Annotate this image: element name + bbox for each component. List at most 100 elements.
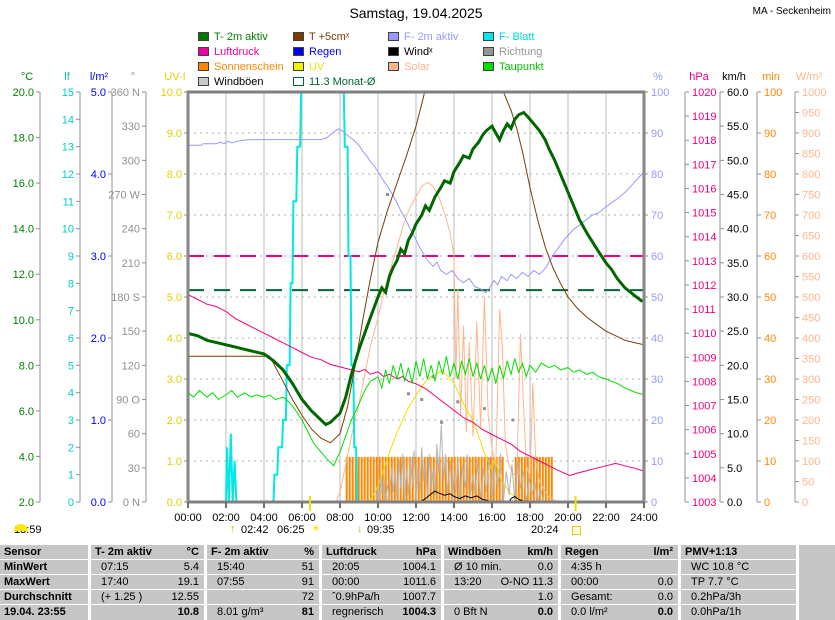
table-cell: 0.0	[657, 591, 673, 603]
table-cell: 0 Bft N	[454, 606, 488, 618]
table-row: 07:15 5.4	[91, 559, 204, 575]
svg-text:4: 4	[68, 388, 74, 400]
svg-text:360 N: 360 N	[111, 87, 140, 99]
svg-text:50: 50	[651, 292, 663, 304]
legend-swatch-t-2m-aktiv	[198, 32, 209, 41]
table-row: MaxWert	[0, 574, 88, 590]
svg-text:1010: 1010	[692, 328, 716, 340]
svg-text:50.0: 50.0	[727, 155, 748, 167]
table-row: Gesamt: 0.0	[561, 589, 678, 605]
svg-text:50: 50	[802, 477, 814, 489]
svg-text:7: 7	[68, 306, 74, 318]
svg-text:°: °	[131, 71, 135, 83]
svg-text:1011: 1011	[692, 304, 716, 316]
table-cell: 1.0	[537, 591, 553, 603]
svg-text:80: 80	[651, 169, 663, 181]
svg-text:70: 70	[651, 210, 663, 222]
svg-text:6.0: 6.0	[19, 406, 34, 418]
svg-text:14.0: 14.0	[13, 224, 34, 236]
svg-text:30.0: 30.0	[727, 292, 748, 304]
svg-text:10.0: 10.0	[13, 315, 34, 327]
legend-swatch-richtung	[483, 47, 494, 56]
table-col-sensor: Sensor MinWert MaxWert Durchschnitt 19.04. 2…	[0, 545, 88, 620]
svg-text:7.0: 7.0	[167, 210, 182, 222]
legend-label: Richtung	[499, 46, 543, 58]
table-cell: 0.0	[657, 576, 673, 588]
svg-text:5.0: 5.0	[91, 87, 106, 99]
table-cell: F- 2m aktiv	[211, 546, 269, 558]
table-cell: l/m²	[653, 546, 673, 558]
svg-text:850: 850	[802, 149, 820, 161]
legend-swatch-luftdruck	[198, 47, 209, 56]
svg-text:8.0: 8.0	[167, 169, 182, 181]
svg-text:20.0: 20.0	[13, 87, 34, 99]
svg-text:12: 12	[62, 169, 74, 181]
table-row: 72	[207, 589, 319, 605]
legend-label: T +5cmˣ	[309, 31, 350, 43]
svg-text:0.0: 0.0	[91, 497, 106, 509]
sunrise-time: 06:25	[277, 524, 305, 536]
legend-swatch-uv	[293, 62, 304, 71]
svg-text:1017: 1017	[692, 159, 716, 171]
svg-text:60: 60	[651, 251, 663, 263]
legend-label: F- Blatt	[499, 31, 535, 43]
svg-text:60: 60	[128, 429, 140, 441]
svg-text:14:00: 14:00	[440, 512, 468, 524]
svg-text:12.0: 12.0	[13, 269, 34, 281]
svg-text:1016: 1016	[692, 183, 716, 195]
table-cell: 20:05	[332, 561, 360, 573]
svg-text:18:00: 18:00	[516, 512, 544, 524]
svg-text:0.0: 0.0	[727, 497, 742, 509]
svg-text:90: 90	[651, 128, 663, 140]
svg-text:3: 3	[68, 415, 74, 427]
svg-text:15: 15	[62, 87, 74, 99]
svg-text:210: 210	[122, 258, 140, 270]
svg-text:1.0: 1.0	[91, 415, 106, 427]
svg-text:30: 30	[651, 374, 663, 386]
svg-text:3.0: 3.0	[91, 251, 106, 263]
table-cell: 1011.6	[403, 576, 436, 588]
svg-text:300: 300	[122, 155, 140, 167]
axis-solar: W/m²100095090085080075070065060055050045…	[794, 71, 826, 509]
svg-text:UV-I: UV-I	[164, 71, 185, 83]
svg-text:2: 2	[68, 442, 74, 454]
table-cell: Windböen	[448, 546, 502, 558]
svg-text:1003: 1003	[692, 497, 716, 509]
table-cell: 0.0	[537, 606, 553, 618]
svg-text:2.0: 2.0	[91, 333, 106, 345]
table-col-t-2m-aktiv: T- 2m aktiv °C 07:15 5.4 17:40 19.1 (+ 1.25 ) 1…	[91, 545, 204, 620]
legend-swatch-taupunkt	[483, 62, 494, 71]
table-cell: MinWert	[4, 561, 48, 573]
svg-text:5.0: 5.0	[167, 292, 182, 304]
table-header-row: Windböen km/h	[444, 545, 558, 560]
legend-swatch-regen	[293, 47, 304, 56]
table-col-luftdruck: Luftdruck hPa 20:05 1004.1 00:00 1011.6 ˆ0.9hP…	[322, 545, 441, 620]
legend-label: Taupunkt	[499, 61, 544, 73]
svg-text:45.0: 45.0	[727, 190, 748, 202]
legend-swatch-11-3-monat-	[293, 77, 304, 86]
svg-text:750: 750	[802, 190, 820, 202]
table-row: 0.0hPa/1h	[681, 604, 796, 620]
table-col-f-2m-aktiv: F- 2m aktiv% 15:40 51 07:55 91 72 8.01 g/m³ 81	[207, 545, 319, 620]
table-cell: 1004.3	[402, 606, 436, 618]
svg-text:1.0: 1.0	[167, 456, 182, 468]
svg-text:0: 0	[68, 497, 74, 509]
svg-text:50: 50	[764, 292, 776, 304]
series-wind	[188, 490, 644, 502]
svg-text:5: 5	[68, 360, 74, 372]
svg-text:700: 700	[802, 210, 820, 222]
table-cell: 0.0	[537, 561, 553, 573]
table-row: 1.0	[444, 589, 558, 605]
table-cell: O-NO 11.3	[500, 576, 553, 588]
table-col-pmv-1-13: PMV+1:13 WC 10.8 °C TP 7.7 °C 0.2hPa/3h 0.0h…	[681, 545, 796, 620]
table-cell: 0.0 l/m²	[571, 606, 608, 618]
axis-temp: °C 20.0 18.0 16.0 14.0 12.0 10.0 8.0 6.0 4.0 2.0	[13, 71, 41, 509]
table-row: 13:20 O-NO 11.3	[444, 574, 558, 590]
table-cell: 00:00	[332, 576, 360, 588]
table-cell: 07:15	[101, 561, 129, 573]
svg-text:20: 20	[764, 415, 776, 427]
table-cell: 19.04. 23:55	[4, 606, 66, 618]
svg-text:1014: 1014	[692, 232, 716, 244]
svg-text:2.0: 2.0	[167, 415, 182, 427]
sunset-square-icon	[572, 526, 581, 535]
